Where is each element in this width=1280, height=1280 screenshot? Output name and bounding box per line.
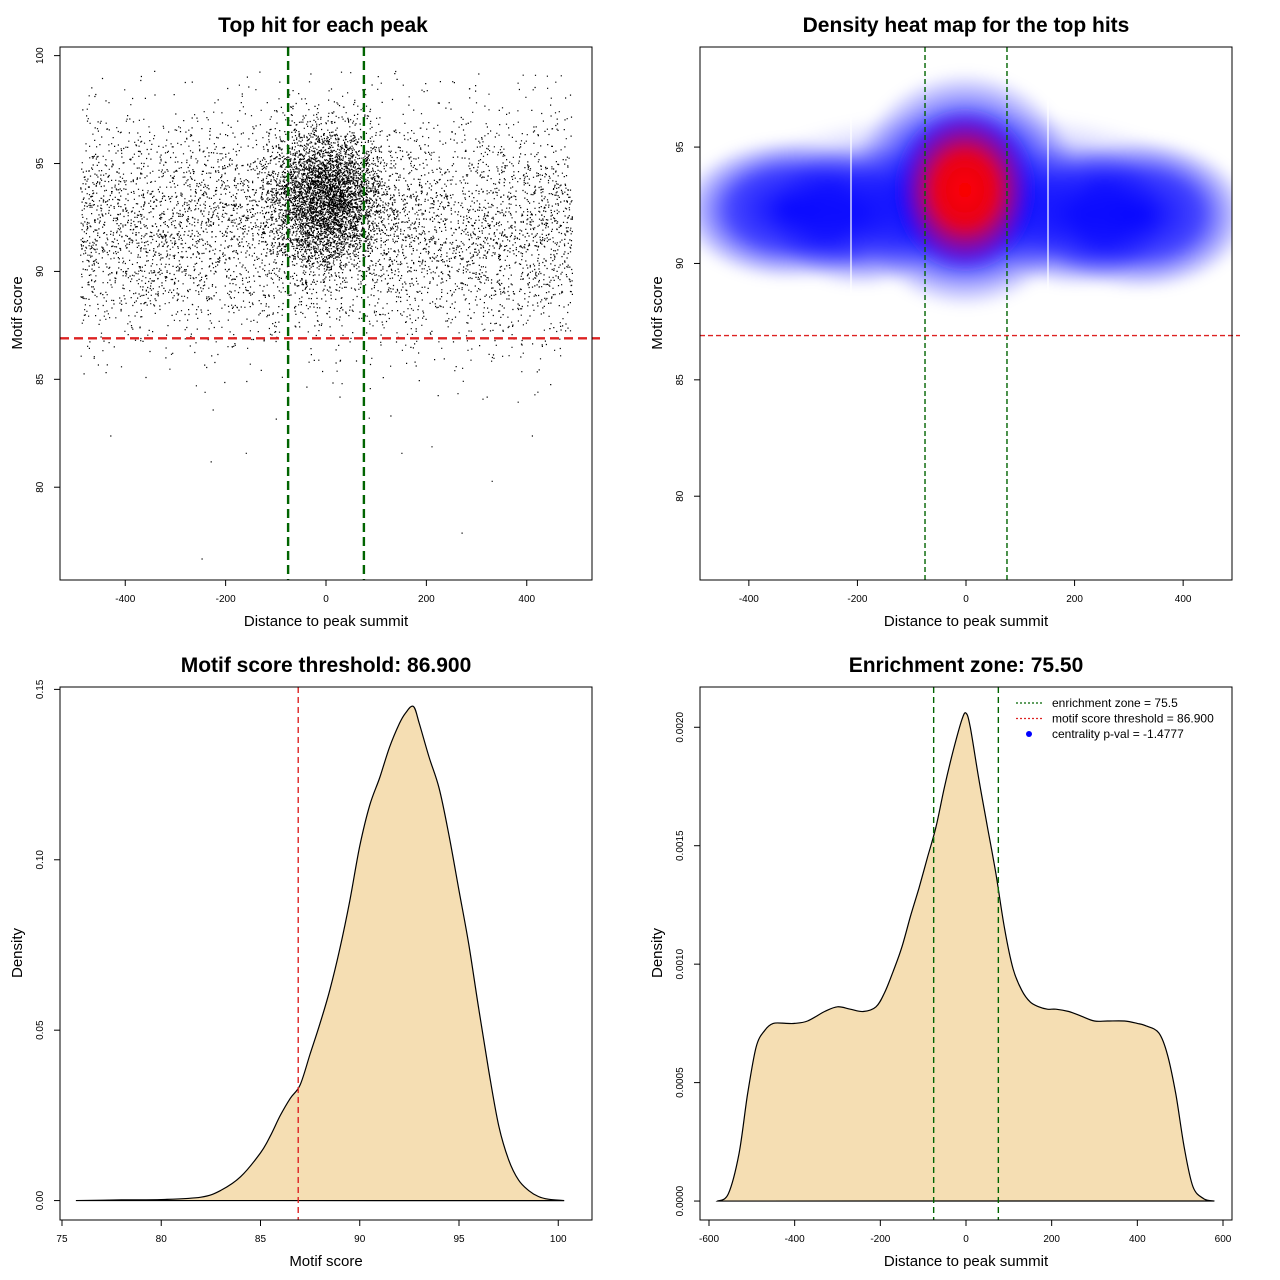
distance-density-x-label: Distance to peak summit: [884, 1253, 1049, 1270]
heatmap-density: [700, 47, 1232, 390]
y-tick-label: 0.0010: [675, 948, 686, 979]
x-tick-label: -200: [870, 1234, 890, 1245]
legend-entry-label: enrichment zone = 75.5: [1052, 696, 1178, 710]
y-tick-label: 90: [675, 257, 686, 269]
y-tick-label: 0.0000: [675, 1185, 686, 1216]
x-tick-label: 400: [1175, 594, 1192, 605]
distance-density-y-label: Density: [649, 927, 666, 978]
x-tick-label: 0: [963, 594, 969, 605]
score-density-curve: [75, 705, 565, 1202]
x-tick-label: -400: [739, 594, 759, 605]
x-tick-label: -400: [115, 594, 135, 605]
x-tick-label: 80: [156, 1234, 168, 1245]
x-tick-label: 600: [1215, 1234, 1232, 1245]
score-density-x-axis: 75 80 85 90 95 100: [56, 1219, 567, 1245]
y-tick-label: 0.0020: [675, 712, 686, 743]
heatmap-y-label: Motif score: [649, 276, 666, 349]
y-tick-label: 95: [675, 141, 686, 153]
x-tick-label: 100: [550, 1234, 567, 1245]
distance-density-y-axis: 0.0000 0.0005 0.0010 0.0015 0.0020: [675, 712, 701, 1216]
score-density-y-axis: 0.00 0.05 0.10 0.15: [35, 679, 61, 1210]
y-tick-label: 80: [675, 490, 686, 502]
x-tick-label: 0: [963, 1234, 969, 1245]
score-density-x-label: Motif score: [289, 1253, 362, 1270]
scatter-points: [80, 70, 573, 560]
y-tick-label: 0.15: [35, 679, 46, 699]
x-tick-label: 400: [518, 594, 535, 605]
x-tick-label: -200: [847, 594, 867, 605]
heatmap-title: Density heat map for the top hits: [803, 14, 1130, 37]
x-tick-label: 85: [255, 1234, 267, 1245]
legend-entry-label: centrality p-val = -1.4777: [1052, 727, 1184, 741]
x-tick-label: -200: [216, 594, 236, 605]
legend-entry-label: motif score threshold = 86.900: [1052, 712, 1214, 726]
distance-density-curve: [715, 712, 1215, 1202]
y-tick-label: 0.0005: [675, 1067, 686, 1098]
y-tick-label: 80: [35, 481, 46, 493]
scatter-x-axis: -400 -200 0 200 400: [115, 579, 536, 605]
x-tick-label: 75: [56, 1234, 68, 1245]
x-tick-label: -400: [785, 1234, 805, 1245]
scatter-y-label: Motif score: [9, 276, 26, 349]
y-tick-label: 0.0015: [675, 830, 686, 861]
panel-distance-density: Enrichment zone: 75.50 -600 -400 -200 0 200 4…: [649, 654, 1233, 1270]
legend-marker: [1026, 731, 1032, 737]
scatter-title: Top hit for each peak: [218, 14, 428, 37]
panel-scatter: Top hit for each peak -400 -200 0 200 400 80…: [9, 14, 600, 630]
distance-density-legend: enrichment zone = 75.5 motif score thresh…: [1016, 696, 1214, 741]
x-tick-label: 200: [1043, 1234, 1060, 1245]
x-tick-label: 200: [1066, 594, 1083, 605]
distance-density-x-axis: -600 -400 -200 0 200 400 600: [699, 1219, 1232, 1245]
distance-density-reference-lines: [932, 687, 1000, 1220]
x-tick-label: 0: [323, 594, 329, 605]
y-tick-label: 0.00: [35, 1190, 46, 1210]
x-tick-label: -600: [699, 1234, 719, 1245]
y-tick-label: 100: [35, 47, 46, 64]
scatter-reference-lines: [60, 47, 600, 580]
x-tick-label: 400: [1129, 1234, 1146, 1245]
distance-density-title: Enrichment zone: 75.50: [849, 654, 1084, 677]
y-tick-label: 85: [675, 374, 686, 386]
x-tick-label: 95: [453, 1234, 465, 1245]
x-tick-label: 90: [354, 1234, 366, 1245]
heatmap-reference-lines: [700, 47, 1240, 580]
y-tick-label: 90: [35, 265, 46, 277]
panel-heatmap: Density heat map for the top hits -400 -2…: [649, 14, 1240, 630]
score-density-y-label: Density: [9, 927, 26, 978]
score-density-title: Motif score threshold: 86.900: [181, 654, 472, 677]
heatmap-hotspot: [895, 108, 1035, 272]
scatter-point-cloud: [80, 70, 573, 560]
x-tick-label: 200: [418, 594, 435, 605]
y-tick-label: 85: [35, 373, 46, 385]
panel-score-density: Motif score threshold: 86.900 75 80 85 90 95…: [9, 654, 593, 1270]
y-tick-label: 0.05: [35, 1020, 46, 1040]
heatmap-y-axis: 80 85 90 95: [675, 141, 701, 502]
heatmap-x-label: Distance to peak summit: [884, 613, 1049, 630]
heatmap-x-axis: -400 -200 0 200 400: [739, 579, 1192, 605]
y-tick-label: 0.10: [35, 850, 46, 870]
scatter-x-label: Distance to peak summit: [244, 613, 409, 630]
scatter-plot-frame: [59, 46, 593, 581]
scatter-y-axis: 80 85 90 95 100: [35, 47, 61, 493]
y-tick-label: 95: [35, 158, 46, 170]
